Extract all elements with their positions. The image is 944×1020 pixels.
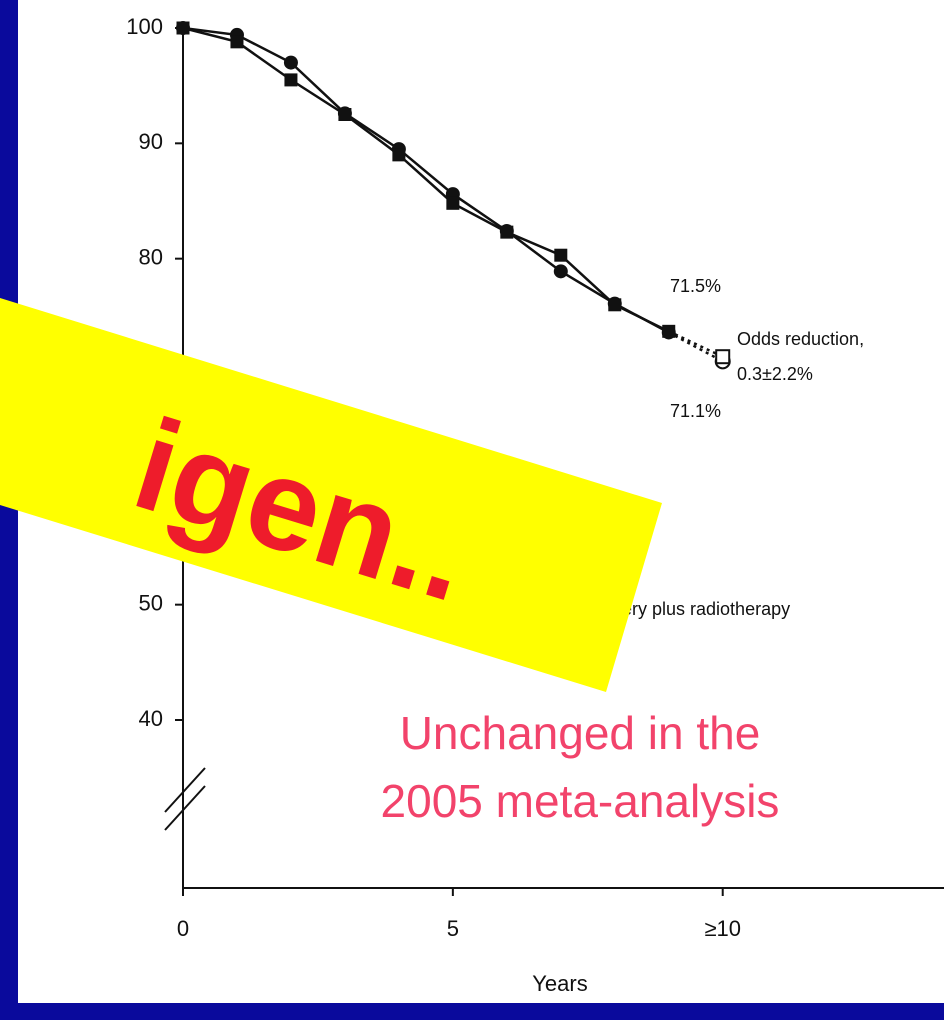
y-tick-label: 40 [139, 706, 163, 731]
y-tick-label: 80 [139, 244, 163, 269]
axis-break [164, 785, 206, 831]
x-tick-label: 0 [177, 916, 189, 941]
point [715, 349, 731, 365]
point [284, 73, 298, 87]
point [446, 196, 460, 210]
point [554, 248, 568, 262]
point [392, 148, 406, 162]
point [283, 55, 298, 70]
annotation: 71.1% [670, 401, 721, 421]
y-tick-label: 50 [139, 590, 163, 615]
annotation: Odds reduction, [737, 329, 864, 349]
banner-background [0, 298, 662, 692]
y-tick-label: 100 [126, 14, 163, 39]
legend-text: ery plus radiotherapy [622, 599, 790, 619]
point [338, 108, 352, 121]
series-line [182, 26, 670, 333]
point [608, 298, 622, 312]
point [500, 225, 514, 239]
point [176, 21, 190, 35]
point [553, 264, 568, 279]
axis-break [164, 767, 206, 813]
x-tick-label: 5 [447, 916, 459, 941]
point [662, 324, 676, 338]
note: 2005 meta-analysis [381, 775, 780, 827]
x-tick-label: ≥10 [704, 916, 741, 941]
series-dotted-segment [668, 331, 724, 363]
annotation: 71.5% [670, 276, 721, 296]
y-tick-label: 90 [139, 129, 163, 154]
series-line [182, 26, 670, 334]
series-dotted-segment [668, 330, 724, 358]
annotation: 0.3±2.2% [737, 364, 813, 384]
point [230, 35, 244, 49]
note: Unchanged in the [400, 707, 761, 759]
x-axis-label: Years [532, 971, 587, 996]
